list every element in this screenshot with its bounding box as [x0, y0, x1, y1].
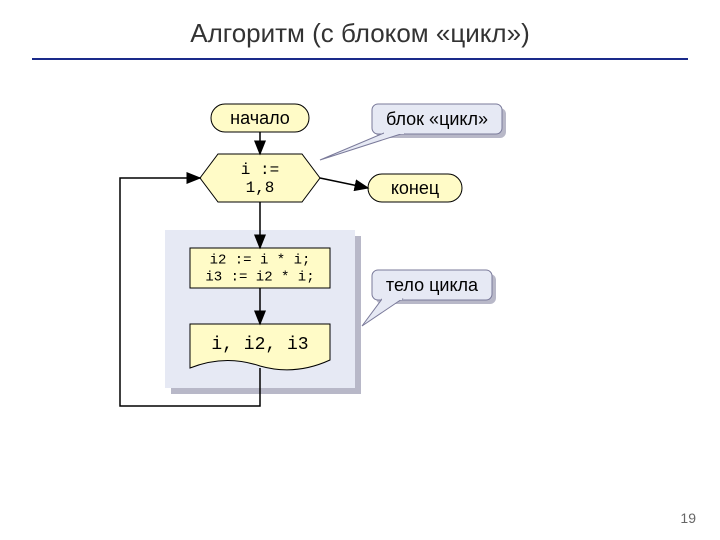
- svg-text:1,8: 1,8: [246, 179, 275, 197]
- svg-text:блок «цикл»: блок «цикл»: [386, 109, 488, 129]
- loop-hexagon: i :=1,8: [200, 154, 320, 202]
- svg-text:i3 := i2 * i;: i3 := i2 * i;: [205, 270, 314, 286]
- start-terminator: начало: [211, 104, 309, 132]
- callout-block-loop: блок «цикл»: [320, 104, 506, 160]
- svg-text:i :=: i :=: [241, 161, 279, 179]
- flowchart-diagram: начало i :=1,8 конец i2 := i * i;i3 := i2 *…: [0, 0, 720, 540]
- callout-body-loop: тело цикла: [362, 270, 496, 326]
- svg-text:конец: конец: [391, 178, 439, 198]
- svg-text:i, i2, i3: i, i2, i3: [211, 335, 308, 355]
- svg-text:i2 := i * i;: i2 := i * i;: [210, 253, 311, 269]
- end-terminator: конец: [368, 174, 462, 202]
- svg-text:начало: начало: [230, 108, 290, 128]
- process-rect: i2 := i * i;i3 := i2 * i;: [190, 248, 330, 288]
- svg-text:тело цикла: тело цикла: [386, 275, 479, 295]
